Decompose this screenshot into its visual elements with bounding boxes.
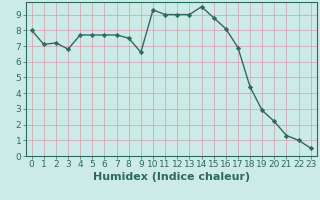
X-axis label: Humidex (Indice chaleur): Humidex (Indice chaleur) xyxy=(92,172,250,182)
